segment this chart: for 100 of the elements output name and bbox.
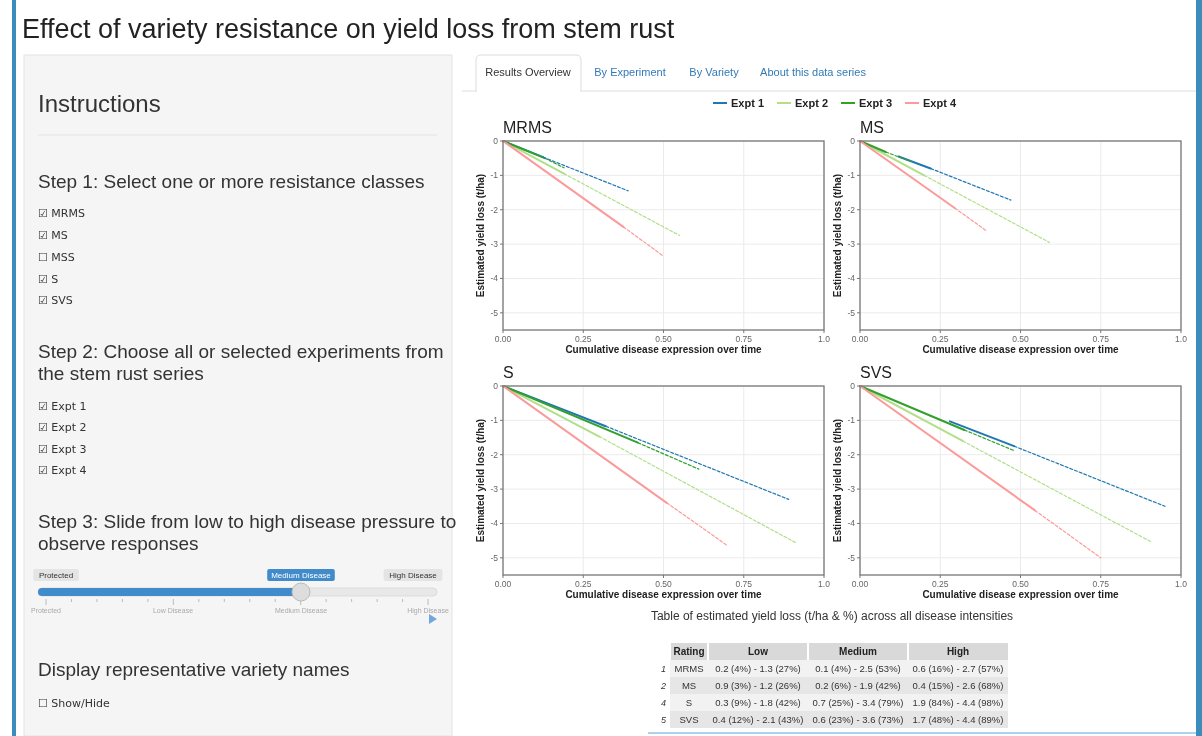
y-tick-label: -2	[847, 449, 856, 460]
text: 0.3 (9%) - 1.8 (42%)	[715, 697, 801, 708]
x-tick-label: 1.0	[818, 334, 831, 344]
x-tick-label: 0.75	[1092, 334, 1110, 344]
y-axis-title: Estimated yield loss (t/ha)	[475, 418, 486, 543]
legend-label: Expt 3	[859, 97, 893, 109]
y-tick-label: -3	[847, 484, 856, 495]
text: Medium Disease	[271, 571, 332, 580]
x-axis-title: Cumulative disease expression over time	[565, 344, 763, 355]
y-tick-label: -3	[490, 239, 499, 250]
y-tick-label: -5	[847, 552, 856, 563]
y-tick-label: -2	[490, 449, 499, 460]
category-label: High	[946, 646, 970, 657]
text: Display representative variety names	[38, 659, 350, 680]
y-tick-label: -5	[490, 552, 499, 563]
x-tick-label: 0.00	[851, 334, 869, 344]
x-tick-label: 0.25	[931, 579, 949, 589]
category-label: Medium	[839, 646, 877, 657]
text: Instructions	[38, 90, 161, 117]
text: 0.7 (25%) - 3.4 (79%)	[812, 697, 904, 708]
y-tick-label: -3	[847, 239, 856, 250]
x-tick-label: 0.50	[1012, 579, 1030, 589]
text: MRMS	[674, 663, 704, 674]
chart-title: SVS	[860, 364, 893, 381]
y-tick-label: -2	[490, 204, 499, 215]
legend-label: Expt 4	[923, 97, 957, 109]
y-axis-title: Estimated yield loss (t/ha)	[832, 173, 843, 298]
text: 0.2 (6%) - 1.9 (42%)	[815, 680, 901, 691]
category-label: 4	[660, 698, 666, 708]
y-tick-label: -4	[847, 273, 856, 284]
x-tick-label: 0.25	[574, 334, 592, 344]
y-axis-title: Estimated yield loss (t/ha)	[475, 173, 486, 298]
x-axis-title: Cumulative disease expression over time	[922, 589, 1120, 600]
text: 1.7 (48%) - 4.4 (89%)	[912, 714, 1004, 725]
category-label: 5	[660, 715, 666, 725]
x-tick-label: 1.0	[1175, 579, 1188, 589]
text: 0.1 (4%) - 2.5 (53%)	[815, 663, 901, 674]
legend-label: Expt 2	[795, 97, 829, 109]
text: 0.4 (15%) - 2.6 (68%)	[912, 680, 1004, 691]
y-tick-label: 0	[850, 381, 856, 391]
y-tick-label: -2	[847, 204, 856, 215]
text: 0.6 (23%) - 3.6 (73%)	[812, 714, 904, 725]
text: Step 3: Slide from low to high disease pressure to observe responses	[38, 511, 457, 554]
x-tick-label: 0.25	[574, 579, 592, 589]
text: ☑ Expt 4	[38, 464, 87, 477]
text: Table of estimated yield loss (t/ha & %) across all disease intensities	[650, 609, 1014, 623]
x-tick-label: 1.0	[818, 579, 831, 589]
text: ☑ S	[38, 273, 59, 286]
chart-title: S	[503, 364, 514, 381]
y-tick-label: -5	[490, 307, 499, 318]
chart-title: MS	[860, 119, 884, 136]
text: Results Overview	[485, 66, 571, 78]
text: High Disease	[389, 571, 438, 580]
x-tick-label: 0.00	[851, 579, 869, 589]
y-tick-label: -1	[847, 170, 856, 181]
text: ☑ Expt 1	[38, 400, 87, 413]
text: 1.9 (84%) - 4.4 (98%)	[912, 697, 1004, 708]
text: By Variety	[689, 66, 740, 78]
x-tick-label: 0.50	[1012, 334, 1030, 344]
text: About this data series	[760, 66, 867, 78]
category-label: Low	[748, 646, 769, 657]
y-tick-label: -4	[490, 273, 499, 284]
x-tick-label: 0.25	[931, 334, 949, 344]
text: S	[685, 697, 693, 708]
text: 0.9 (3%) - 1.2 (26%)	[715, 680, 801, 691]
text: 0.6 (16%) - 2.7 (57%)	[912, 663, 1004, 674]
text: Effect of variety resistance on yield loss from stem rust	[22, 14, 675, 44]
x-axis-title: Cumulative disease expression over time	[565, 589, 763, 600]
legend-label: Expt 1	[731, 97, 765, 109]
x-tick-label: 0.00	[494, 334, 512, 344]
y-tick-label: -4	[847, 518, 856, 529]
y-tick-label: -1	[847, 415, 856, 426]
text: 0.4 (12%) - 2.1 (43%)	[712, 714, 804, 725]
chart-title: MRMS	[503, 119, 552, 136]
y-axis-title: Estimated yield loss (t/ha)	[832, 418, 843, 543]
y-tick-label: -4	[490, 518, 499, 529]
y-tick-label: -1	[490, 415, 499, 426]
text: By Experiment	[594, 66, 666, 78]
category-label: 1	[660, 664, 666, 674]
text: ☐ Show/Hide	[38, 697, 111, 710]
y-tick-label: -1	[490, 170, 499, 181]
text: MS	[681, 680, 697, 691]
text: 0.2 (4%) - 1.3 (27%)	[715, 663, 801, 674]
x-tick-label: 0.50	[655, 334, 673, 344]
x-tick-label: 0.50	[655, 579, 673, 589]
y-tick-label: 0	[493, 136, 499, 146]
y-tick-label: 0	[493, 381, 499, 391]
category-label: Rating	[673, 646, 705, 657]
x-tick-label: 0.75	[735, 334, 753, 344]
x-tick-label: 0.00	[494, 579, 512, 589]
text: ☑ Expt 3	[38, 443, 87, 456]
x-tick-label: 0.75	[735, 579, 753, 589]
x-tick-label: 0.75	[1092, 579, 1110, 589]
text: ☑ Expt 2	[38, 421, 87, 434]
text: Protected	[38, 571, 74, 580]
text: ☑ SVS	[38, 294, 73, 307]
text: SVS	[679, 714, 699, 725]
text: ☑ MS	[38, 229, 68, 242]
x-tick-label: 1.0	[1175, 334, 1188, 344]
x-axis-title: Cumulative disease expression over time	[922, 344, 1120, 355]
